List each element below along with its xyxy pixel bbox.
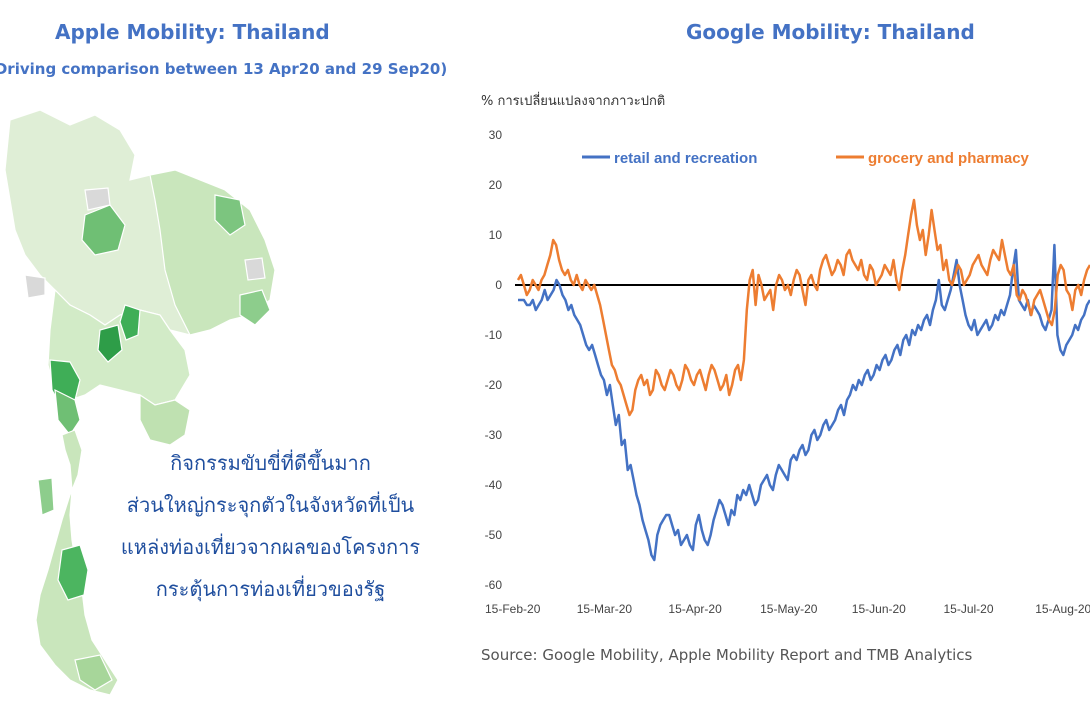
y-tick-label: -40: [485, 478, 503, 492]
x-tick-label: 15-Jul-20: [944, 602, 994, 616]
x-tick-label: 15-Feb-20: [485, 602, 541, 616]
y-tick-label: 0: [495, 278, 502, 292]
google-mobility-chart: % การเปลี่ยนแปลงจากภาวะปกติ 30 20 10 0 -10 -2…: [481, 92, 1090, 616]
callout-line-2: ส่วนใหญ่กระจุกตัวในจังหวัดที่เป็น: [126, 493, 415, 517]
map-region-grey-1: [84, 187, 111, 211]
y-tick-label: -20: [485, 378, 503, 392]
google-mobility-title: Google Mobility: Thailand: [686, 20, 975, 44]
x-tick-label: 15-May-20: [760, 602, 818, 616]
thailand-map-graphic: [4, 109, 276, 696]
chart-ylabel: % การเปลี่ยนแปลงจากภาวะปกติ: [481, 92, 665, 109]
series-line-grocery-and-pharmacy: [516, 198, 1090, 417]
y-tick-label: -10: [485, 328, 503, 342]
apple-mobility-title: Apple Mobility: Thailand: [55, 20, 330, 44]
map-region-south-mid: [37, 477, 55, 516]
y-tick-label: -30: [485, 428, 503, 442]
map-region-central-dark: [97, 324, 123, 363]
map-region-grey-3: [24, 274, 46, 299]
chart-y-ticks: 30 20 10 0 -10 -20 -30 -40 -50 -60: [485, 128, 503, 592]
callout-line-3: แหล่งท่องเที่ยวจากผลของโครงการ: [120, 535, 421, 559]
map-region-northeast-mid: [239, 289, 271, 326]
x-tick-label: 15-Aug-20: [1035, 602, 1090, 616]
map-region-south-light: [74, 654, 113, 691]
map-region-peninsula: [35, 429, 119, 696]
chart-series-lines: [516, 198, 1090, 562]
y-tick-label: -60: [485, 578, 503, 592]
map-region-grey-2: [244, 257, 266, 281]
map-region-northeast-dark: [214, 194, 246, 236]
chart-legend: retail and recreation grocery and pharma…: [582, 150, 1030, 167]
apple-mobility-callout: กิจกรรมขับขี่ที่ดีขึ้นมาก ส่วนใหญ่กระจุก…: [98, 442, 443, 610]
source-note: Source: Google Mobility, Apple Mobility …: [481, 646, 973, 664]
thailand-choropleth-map: [0, 100, 290, 700]
apple-mobility-subtitle: (Driving comparison between 13 Apr20 and…: [0, 60, 448, 78]
y-tick-label: 20: [489, 178, 503, 192]
x-tick-label: 15-Jun-20: [852, 602, 906, 616]
y-tick-label: -50: [485, 528, 503, 542]
series-line-retail-and-recreation: [518, 243, 1090, 562]
y-tick-label: 30: [489, 128, 503, 142]
map-region-south-dark: [57, 544, 89, 601]
map-region-east: [139, 393, 191, 446]
callout-line-4: กระตุ้นการท่องเที่ยวของรัฐ: [155, 577, 386, 601]
legend-label-retail: retail and recreation: [614, 150, 757, 167]
legend-label-grocery: grocery and pharmacy: [868, 150, 1030, 167]
y-tick-label: 10: [489, 228, 503, 242]
map-region-central-dark-2: [119, 304, 141, 341]
callout-line-1: กิจกรรมขับขี่ที่ดีขึ้นมาก: [170, 451, 371, 475]
x-tick-label: 15-Mar-20: [577, 602, 633, 616]
chart-x-ticks: 15-Feb-20 15-Mar-20 15-Apr-20 15-May-20 15-J…: [485, 602, 1090, 616]
x-tick-label: 15-Apr-20: [668, 602, 722, 616]
map-region-kanchanaburi: [54, 388, 81, 437]
